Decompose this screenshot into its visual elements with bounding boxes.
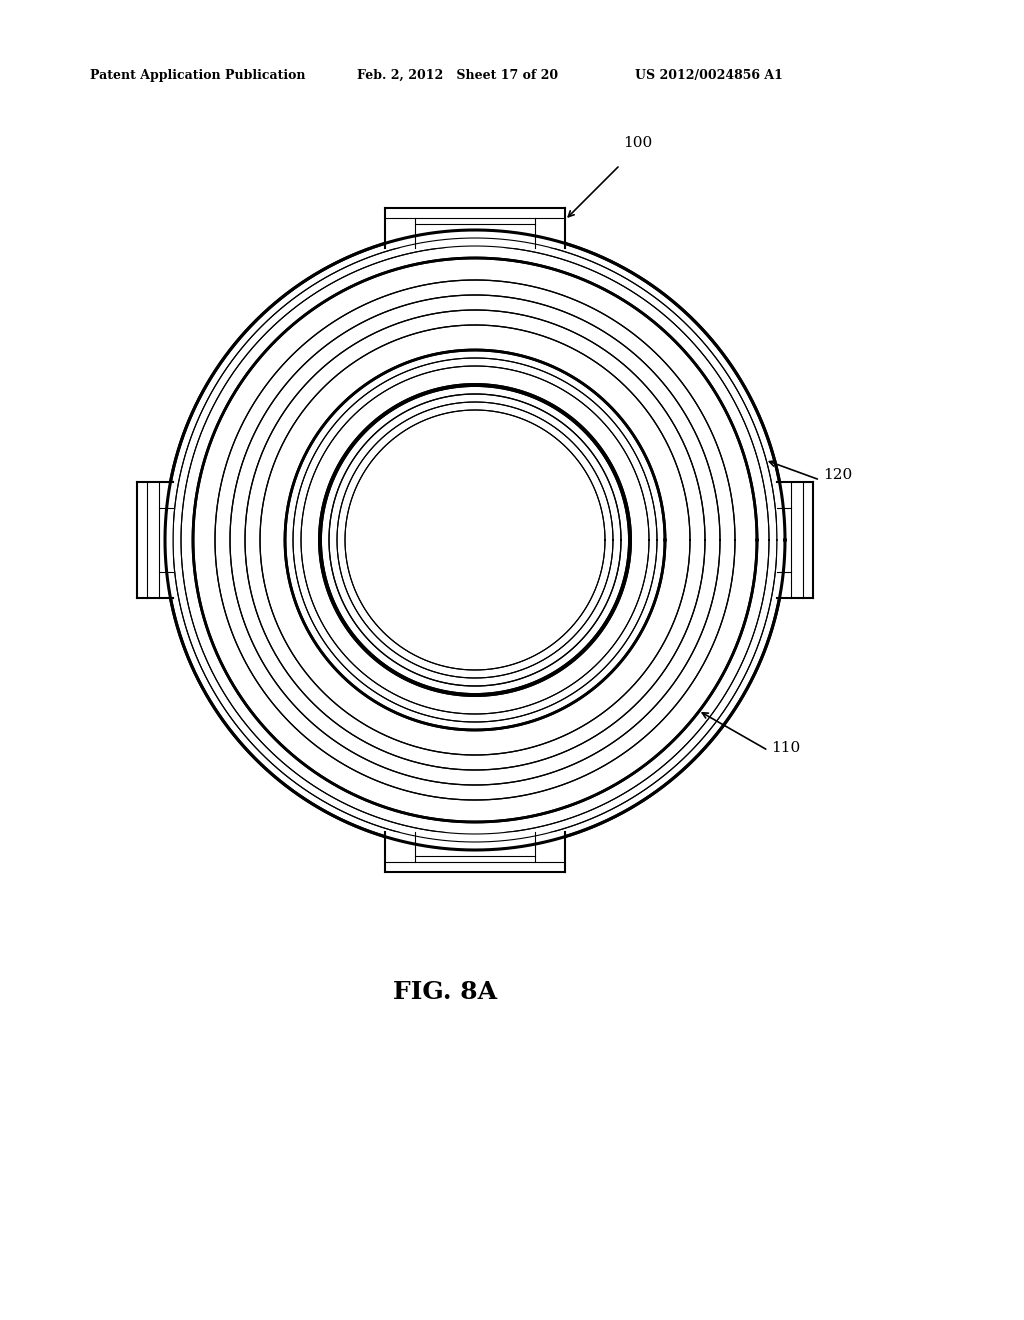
Ellipse shape xyxy=(353,418,597,663)
Text: 100: 100 xyxy=(623,136,652,150)
Polygon shape xyxy=(777,482,813,598)
Text: US 2012/0024856 A1: US 2012/0024856 A1 xyxy=(635,69,783,82)
Text: Patent Application Publication: Patent Application Publication xyxy=(90,69,305,82)
Polygon shape xyxy=(385,209,565,248)
Text: Feb. 2, 2012   Sheet 17 of 20: Feb. 2, 2012 Sheet 17 of 20 xyxy=(357,69,558,82)
Polygon shape xyxy=(137,482,173,598)
Polygon shape xyxy=(385,832,565,873)
Text: FIG. 8A: FIG. 8A xyxy=(393,979,497,1005)
Ellipse shape xyxy=(353,418,597,663)
Text: 120: 120 xyxy=(823,469,852,482)
Text: 110: 110 xyxy=(771,742,801,755)
